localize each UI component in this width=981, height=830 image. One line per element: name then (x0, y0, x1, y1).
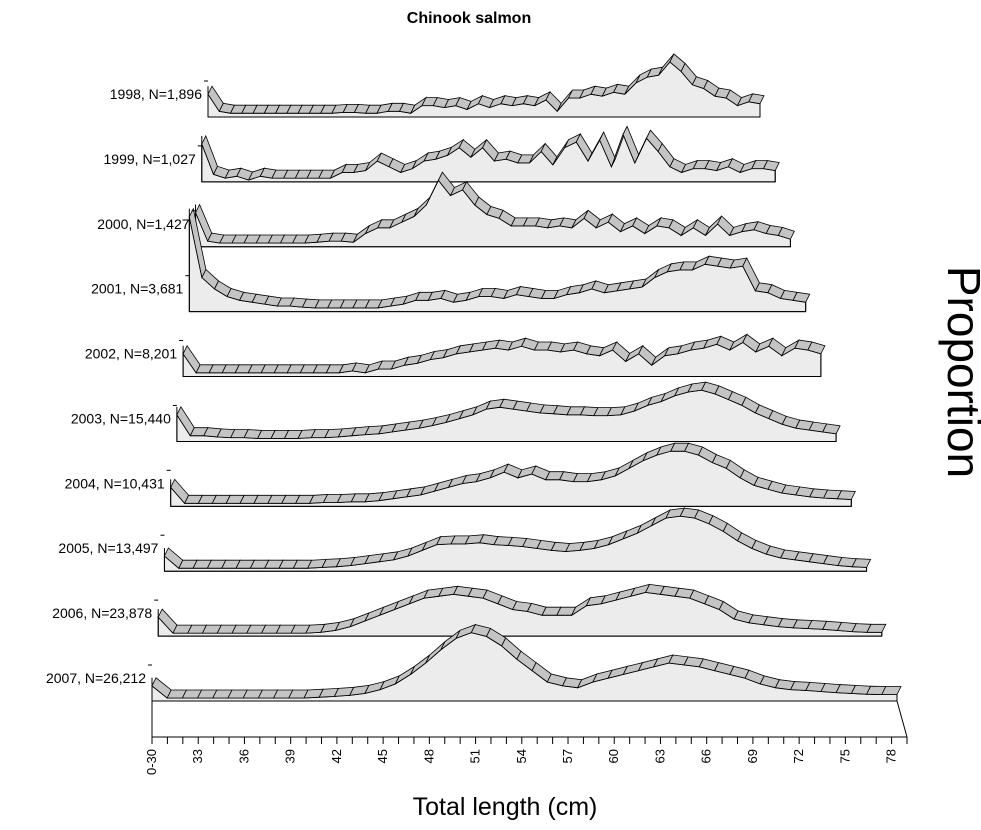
x-tick-label: 63 (652, 749, 667, 763)
ribbon-segment (807, 341, 826, 355)
x-tick-label: 54 (514, 749, 529, 763)
y-axis-label: Proportion (938, 266, 981, 478)
x-axis-right-edge (896, 700, 908, 738)
ribbon-segment (822, 423, 841, 435)
x-tick-label: 33 (190, 749, 205, 763)
ribbon-segment (851, 558, 872, 568)
x-tick-label: 69 (745, 749, 760, 763)
x-tick-label: 57 (560, 749, 575, 763)
x-tick-label: 75 (837, 749, 852, 763)
ridge-1: 1999, N=1,027 (104, 125, 780, 183)
ridge-9: 2007, N=26,212 (46, 623, 902, 702)
x-tick-label: 48 (421, 749, 436, 763)
ridge-6: 2004, N=10,431 (65, 442, 856, 507)
ridge-series-group: 1998, N=1,896 1999, N=1,027 2000, N=1,427 2… (46, 53, 902, 702)
ribbon-segment (748, 93, 765, 105)
x-tick-label: 51 (468, 749, 483, 763)
series-label: 1999, N=1,027 (104, 151, 196, 167)
ribbon-segment (792, 291, 811, 303)
x-tick-label: 45 (375, 749, 390, 763)
series-label: 2003, N=15,440 (71, 410, 171, 426)
x-tick-label: 39 (283, 749, 298, 763)
x-tick-label: 0-30 (144, 749, 159, 775)
x-tick-label: 78 (884, 749, 899, 763)
ridge-8: 2006, N=23,878 (52, 583, 887, 637)
ribbon-segment (881, 686, 902, 695)
series-label: 2001, N=3,681 (91, 281, 183, 297)
ridge-3: 2001, N=3,681 (91, 207, 811, 313)
series-label: 2006, N=23,878 (52, 605, 152, 621)
ridge-4: 2002, N=8,201 (85, 333, 826, 378)
series-label: 1998, N=1,896 (110, 86, 202, 102)
ridge-0: 1998, N=1,896 (110, 53, 765, 118)
x-tick-label: 60 (606, 749, 621, 763)
ribbon-segment (762, 160, 780, 171)
ribbon-segment (777, 226, 795, 240)
ribbon-segment (836, 490, 856, 500)
x-axis: 0-30 33 36 39 42 45 48 51 54 57 60 63 66 69 72 75 78 (144, 80, 908, 775)
series-label: 2007, N=26,212 (46, 670, 146, 686)
x-tick-label: 36 (236, 749, 251, 763)
series-label: 2002, N=8,201 (85, 346, 177, 362)
series-label: 2005, N=13,497 (58, 540, 158, 556)
chart-title: Chinook salmon (407, 10, 531, 27)
ribbon-segment (866, 623, 887, 633)
ridge-7: 2005, N=13,497 (58, 507, 872, 572)
x-axis-label: Total length (cm) (413, 793, 598, 821)
series-label: 2000, N=1,427 (97, 216, 189, 232)
x-tick-label: 72 (791, 749, 806, 763)
x-tick-label: 42 (329, 749, 344, 763)
series-label: 2004, N=10,431 (65, 475, 165, 491)
ridge-5: 2003, N=15,440 (71, 381, 841, 442)
ridge-2: 2000, N=1,427 (97, 171, 795, 248)
x-tick-label: 66 (699, 749, 714, 763)
